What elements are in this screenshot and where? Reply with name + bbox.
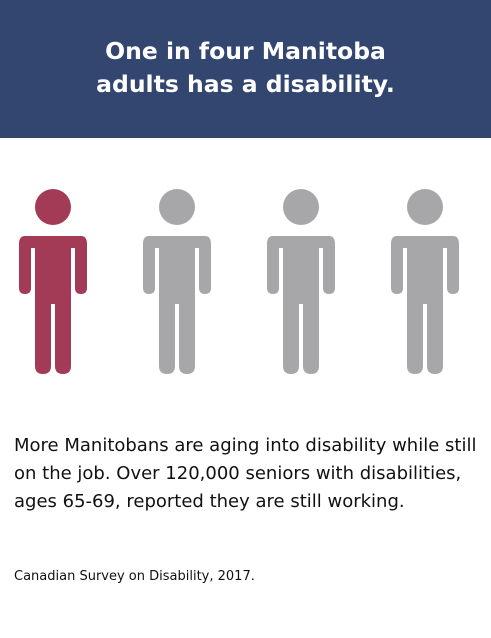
person-icon (261, 188, 341, 374)
person-figures (0, 188, 491, 374)
person-icon (385, 188, 465, 374)
banner-title-line-1: One in four Manitoba (105, 37, 386, 65)
banner-title-line-2: adults has a disability. (96, 70, 395, 98)
person-icon (13, 188, 93, 374)
source-citation: Canadian Survey on Disability, 2017. (14, 569, 255, 584)
person-body (391, 236, 459, 374)
person-head (407, 189, 443, 225)
person-body (19, 236, 87, 374)
person-body (267, 236, 335, 374)
person-icon (137, 188, 217, 374)
person-head (159, 189, 195, 225)
person-head (35, 189, 71, 225)
banner-title: One in four Manitoba adults has a disabi… (0, 35, 491, 101)
body-text: More Manitobans are aging into disabilit… (14, 435, 477, 512)
person-body (143, 236, 211, 374)
title-banner: One in four Manitoba adults has a disabi… (0, 0, 491, 138)
person-head (283, 189, 319, 225)
